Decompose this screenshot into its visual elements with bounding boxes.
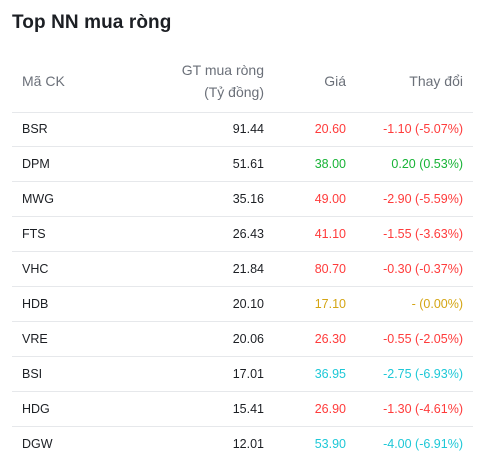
net-buy-value: 51.61 xyxy=(232,157,264,171)
price-value: 20.60 xyxy=(314,122,346,136)
net-buy-value: 15.41 xyxy=(232,402,264,416)
change-value: 0.20 (0.53%) xyxy=(391,157,463,171)
table-row[interactable]: MWG 35.16 49.00 -2.90 (-5.59%) xyxy=(12,182,473,217)
table-row[interactable]: BSR 91.44 20.60 -1.10 (-5.07%) xyxy=(12,112,473,147)
stock-code[interactable]: HDG xyxy=(22,402,50,416)
header-stock-code: Mã CK xyxy=(22,73,65,89)
price-value: 17.10 xyxy=(314,297,346,311)
stock-code[interactable]: VHC xyxy=(22,262,49,276)
price-value: 36.95 xyxy=(314,367,346,381)
change-value: -1.30 (-4.61%) xyxy=(383,402,463,416)
net-buy-value: 20.06 xyxy=(232,332,264,346)
table-row[interactable]: HDG 15.41 26.90 -1.30 (-4.61%) xyxy=(12,392,473,427)
change-value: -2.90 (-5.59%) xyxy=(383,192,463,206)
change-value: -1.10 (-5.07%) xyxy=(383,122,463,136)
header-price: Giá xyxy=(324,73,346,89)
table-row[interactable]: BSI 17.01 36.95 -2.75 (-6.93%) xyxy=(12,357,473,392)
price-value: 26.90 xyxy=(314,402,346,416)
stock-code[interactable]: VRE xyxy=(22,332,48,346)
net-buy-value: 35.16 xyxy=(232,192,264,206)
price-value: 53.90 xyxy=(314,437,346,451)
change-value: -0.55 (-2.05%) xyxy=(383,332,463,346)
table-row[interactable]: VHC 21.84 80.70 -0.30 (-0.37%) xyxy=(12,252,473,287)
change-value: -0.30 (-0.37%) xyxy=(383,262,463,276)
price-value: 26.30 xyxy=(314,332,346,346)
table-body: BSR 91.44 20.60 -1.10 (-5.07%) DPM 51.61 38.00… xyxy=(12,112,473,461)
stock-code[interactable]: FTS xyxy=(22,227,46,241)
table-row[interactable]: HDB 20.10 17.10 - (0.00%) xyxy=(12,287,473,322)
table-row[interactable]: FTS 26.43 41.10 -1.55 (-3.63%) xyxy=(12,217,473,252)
header-net-buy-value-line1: GT mua ròng xyxy=(181,62,264,78)
stock-code[interactable]: MWG xyxy=(22,192,54,206)
net-buy-value: 26.43 xyxy=(232,227,264,241)
net-buy-value: 20.10 xyxy=(232,297,264,311)
table-row[interactable]: DPM 51.61 38.00 0.20 (0.53%) xyxy=(12,147,473,182)
header-net-buy-value: GT mua ròng (Tỷ đồng) xyxy=(182,59,264,103)
price-value: 80.70 xyxy=(314,262,346,276)
stock-code[interactable]: DGW xyxy=(22,437,53,451)
net-buy-value: 12.01 xyxy=(232,437,264,451)
price-value: 49.00 xyxy=(314,192,346,206)
panel-title: Top NN mua ròng xyxy=(12,12,172,33)
stock-code[interactable]: DPM xyxy=(22,157,50,171)
price-value: 41.10 xyxy=(314,227,346,241)
change-value: -1.55 (-3.63%) xyxy=(383,227,463,241)
table-row[interactable]: VRE 20.06 26.30 -0.55 (-2.05%) xyxy=(12,322,473,357)
change-value: -2.75 (-6.93%) xyxy=(383,367,463,381)
table-row[interactable]: DGW 12.01 53.90 -4.00 (-6.91%) xyxy=(12,427,473,461)
stock-code[interactable]: BSI xyxy=(22,367,43,381)
net-buy-value: 91.44 xyxy=(232,122,264,136)
net-buy-value: 21.84 xyxy=(232,262,264,276)
stock-code[interactable]: BSR xyxy=(22,122,48,136)
change-value: - (0.00%) xyxy=(411,297,463,311)
change-value: -4.00 (-6.91%) xyxy=(383,437,463,451)
table-header: Mã CK GT mua ròng (Tỷ đồng) Giá Thay đổi xyxy=(12,58,473,113)
header-net-buy-value-line2: (Tỷ đồng) xyxy=(204,84,264,100)
stock-code[interactable]: HDB xyxy=(22,297,49,311)
price-value: 38.00 xyxy=(314,157,346,171)
net-buy-value: 17.01 xyxy=(232,367,264,381)
header-change: Thay đổi xyxy=(409,73,463,89)
